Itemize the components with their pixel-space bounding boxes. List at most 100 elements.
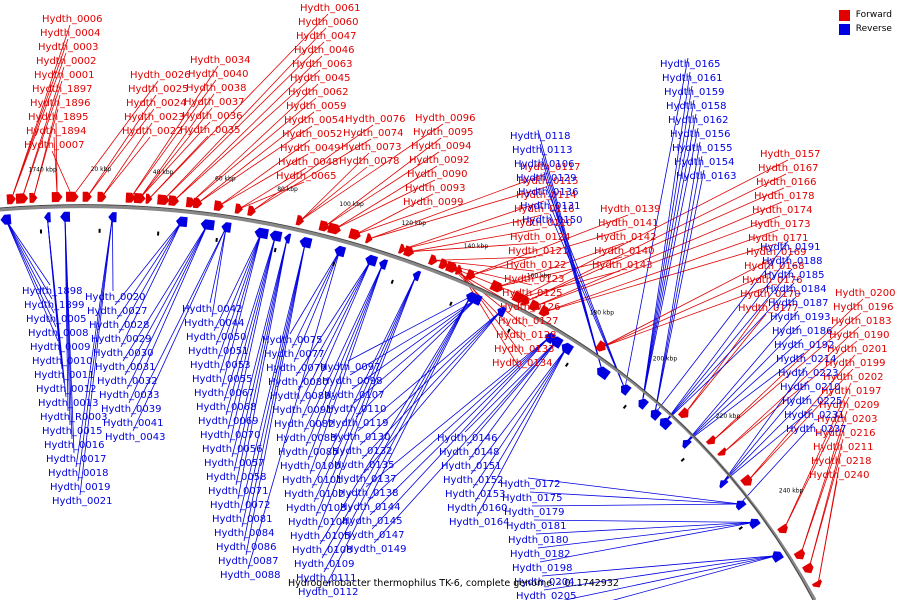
gene-label[interactable]: Hydth_0048 [278,157,339,168]
gene-label[interactable]: Hydth_0197 [821,386,882,397]
gene-label[interactable]: Hydth_0137 [336,474,397,485]
gene-label[interactable]: Hydth_0188 [762,256,823,267]
gene-label[interactable]: Hydth_0109 [294,559,355,570]
gene-label[interactable]: Hydth_0084 [214,528,275,539]
gene-label[interactable]: Hydth_0025 [128,84,189,95]
gene-label[interactable]: Hydth_0010 [32,356,93,367]
gene-label[interactable]: Hydth_0037 [184,97,245,108]
gene-label[interactable]: Hydth_0193 [770,312,831,323]
gene-label[interactable]: Hydth_0085 [278,447,339,458]
gene-label[interactable]: Hydth_0073 [341,142,402,153]
gene-label[interactable]: Hydth_0093 [405,183,466,194]
gene-label[interactable]: Hydth_0051 [188,346,249,357]
gene-label[interactable]: Hydth_0111 [296,573,357,584]
gene-label[interactable]: Hydth_0104 [288,517,349,528]
gene-label[interactable]: Hydth_0136 [518,187,579,198]
gene-label[interactable]: Hydth_0140 [594,246,655,257]
gene-label[interactable]: Hydth_R0003 [40,412,107,423]
gene-label[interactable]: Hydth_0007 [24,140,85,151]
gene-label[interactable]: Hydth_0231 [784,410,845,421]
gene-label[interactable]: Hydth_0030 [93,348,154,359]
gene-label[interactable]: Hydth_0068 [196,402,257,413]
gene-label[interactable]: Hydth_0029 [91,334,152,345]
gene-label[interactable]: Hydth_0127 [498,316,559,327]
gene-label[interactable]: Hydth_0001 [34,70,95,81]
gene-label[interactable]: Hydth_0180 [508,535,569,546]
gene-label[interactable]: Hydth_0121 [508,246,569,257]
gene-label[interactable]: Hydth_1899 [24,300,85,311]
gene-label[interactable]: Hydth_0090 [407,169,468,180]
gene-label[interactable]: Hydth_0120 [512,218,573,229]
gene-label[interactable]: Hydth_0182 [510,549,571,560]
gene-label[interactable]: Hydth_0174 [752,205,813,216]
gene-label[interactable]: Hydth_0027 [87,306,148,317]
gene-label[interactable]: Hydth_0138 [338,488,399,499]
gene-label[interactable]: Hydth_0147 [344,530,405,541]
gene-label[interactable]: Hydth_0142 [596,232,657,243]
gene-label[interactable]: Hydth_0237 [786,424,847,435]
gene-label[interactable]: Hydth_0080 [268,377,329,388]
gene-label[interactable]: Hydth_0204 [514,577,575,588]
gene-label[interactable]: Hydth_0157 [760,149,821,160]
gene-label[interactable]: Hydth_0065 [276,171,337,182]
gene-label[interactable]: Hydth_0040 [188,69,249,80]
gene-label[interactable]: Hydth_0102 [284,489,345,500]
gene-label[interactable]: Hydth_0114 [516,190,577,201]
gene-label[interactable]: Hydth_0178 [754,191,815,202]
gene-label[interactable]: Hydth_0198 [512,563,573,574]
gene-label[interactable]: Hydth_0046 [294,45,355,56]
gene-label[interactable]: Hydth_0113 [512,145,573,156]
gene-label[interactable]: Hydth_0075 [262,335,323,346]
gene-label[interactable]: Hydth_0099 [403,197,464,208]
gene-label[interactable]: Hydth_0112 [298,587,359,598]
gene-label[interactable]: Hydth_0176 [742,275,803,286]
gene-label[interactable]: Hydth_0070 [200,430,261,441]
gene-label[interactable]: Hydth_0072 [210,500,271,511]
gene-label[interactable]: Hydth_0203 [817,414,878,425]
gene-label[interactable]: Hydth_0131 [520,201,581,212]
gene-label[interactable]: Hydth_0223 [778,368,839,379]
gene-label[interactable]: Hydth_0125 [502,288,563,299]
gene-label[interactable]: Hydth_0115 [518,176,579,187]
gene-label[interactable]: Hydth_0017 [46,454,107,465]
gene-label[interactable]: Hydth_0146 [437,433,498,444]
gene-label[interactable]: Hydth_0020 [85,292,146,303]
gene-label[interactable]: Hydth_0055 [192,374,253,385]
gene-label[interactable]: Hydth_0159 [664,87,725,98]
gene-label[interactable]: Hydth_0158 [666,101,727,112]
gene-label[interactable]: Hydth_0063 [292,59,353,70]
gene-label[interactable]: Hydth_0117 [520,162,581,173]
gene-label[interactable]: Hydth_0143 [592,260,653,271]
gene-label[interactable]: Hydth_0183 [831,316,892,327]
gene-label[interactable]: Hydth_0098 [322,376,383,387]
gene-label[interactable]: Hydth_0011 [34,370,95,381]
gene-label[interactable]: Hydth_0024 [126,98,187,109]
gene-label[interactable]: Hydth_0057 [204,458,265,469]
gene-label[interactable]: Hydth_0144 [340,502,401,513]
gene-label[interactable]: Hydth_0100 [280,461,341,472]
gene-label[interactable]: Hydth_0240 [809,470,870,481]
gene-label[interactable]: Hydth_0161 [662,73,723,84]
gene-label[interactable]: Hydth_0105 [290,531,351,542]
gene-label[interactable]: Hydth_0042 [182,304,243,315]
gene-label[interactable]: Hydth_0008 [28,328,89,339]
gene-label[interactable]: Hydth_0118 [510,131,571,142]
gene-label[interactable]: Hydth_0191 [760,242,821,253]
gene-label[interactable]: Hydth_0148 [439,447,500,458]
gene-label[interactable]: Hydth_0049 [280,143,341,154]
gene-label[interactable]: Hydth_0092 [409,155,470,166]
gene-label[interactable]: Hydth_0156 [670,129,731,140]
gene-label[interactable]: Hydth_0022 [122,126,183,137]
gene-label[interactable]: Hydth_0012 [36,384,97,395]
gene-label[interactable]: Hydth_0006 [42,14,103,25]
gene-label[interactable]: Hydth_0123 [504,274,565,285]
gene-label[interactable]: Hydth_0185 [764,270,825,281]
gene-label[interactable]: Hydth_0134 [492,358,553,369]
gene-label[interactable]: Hydth_0026 [130,70,191,81]
gene-label[interactable]: Hydth_0218 [811,456,872,467]
gene-label[interactable]: Hydth_1898 [22,286,83,297]
gene-label[interactable]: Hydth_0168 [744,261,805,272]
gene-label[interactable]: Hydth_0149 [346,544,407,555]
gene-label[interactable]: Hydth_0009 [30,342,91,353]
gene-label[interactable]: Hydth_0028 [89,320,150,331]
